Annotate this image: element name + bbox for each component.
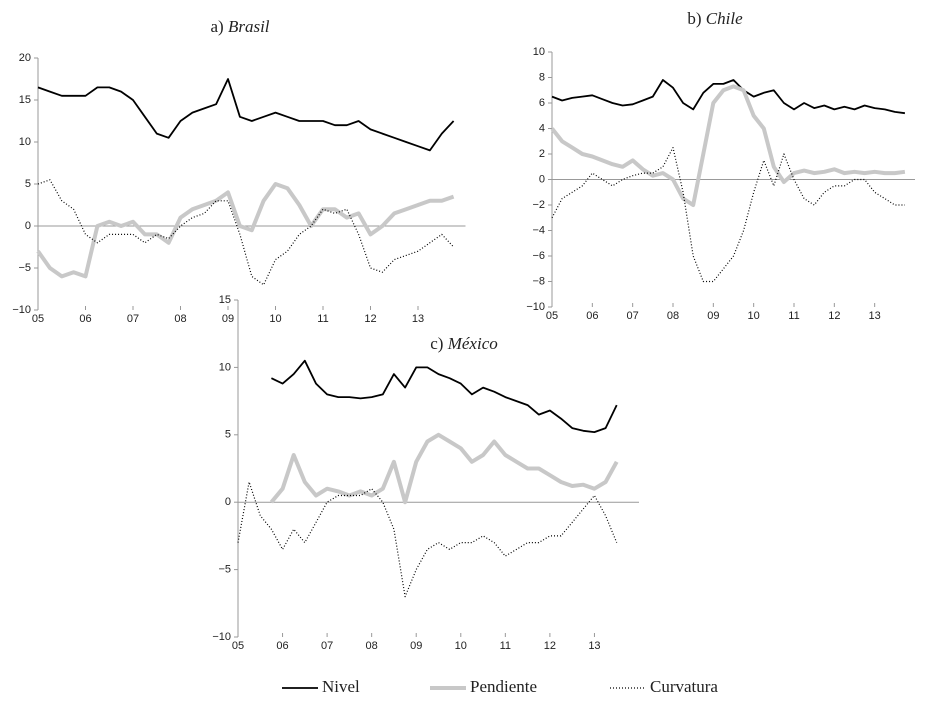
y-tick-label: 4 xyxy=(539,122,545,134)
series-line xyxy=(551,79,906,115)
series-line xyxy=(37,179,455,286)
x-tick-label: 11 xyxy=(317,313,328,325)
x-tick-label: 10 xyxy=(269,313,281,325)
y-tick-label: 5 xyxy=(225,429,231,441)
legend-label: Pendiente xyxy=(470,677,537,696)
panel-label: b) xyxy=(687,9,701,28)
y-tick-label: −10 xyxy=(212,631,231,643)
y-tick-label: −4 xyxy=(532,224,545,236)
x-tick-label: 07 xyxy=(627,310,639,322)
y-tick-label: −2 xyxy=(532,199,545,211)
x-tick-label: 09 xyxy=(410,640,422,652)
panel-label: c) xyxy=(430,334,443,353)
x-tick-label: 05 xyxy=(232,640,244,652)
x-tick-label: 08 xyxy=(174,313,186,325)
x-tick-label: 13 xyxy=(869,310,881,322)
y-tick-label: −5 xyxy=(18,262,31,274)
panel: b) Chile −10 −8 −6 −4 −2 0 2 4 6 8 10 05 06 07 08 09 10 11… xyxy=(526,9,915,322)
series-line xyxy=(550,84,906,207)
x-tick-label: 10 xyxy=(455,640,467,652)
x-tick-label: 13 xyxy=(588,640,600,652)
y-tick-label: 20 xyxy=(19,52,31,64)
y-tick-label: 8 xyxy=(539,71,545,83)
y-tick-label: −6 xyxy=(532,250,545,262)
x-tick-label: 09 xyxy=(222,313,234,325)
y-tick-label: 15 xyxy=(219,294,231,306)
series-line xyxy=(269,432,619,505)
panel-title: a) Brasil xyxy=(210,17,269,36)
series-line xyxy=(36,182,455,279)
y-tick-label: 0 xyxy=(225,496,231,508)
x-tick-label: 11 xyxy=(788,310,799,322)
panel-title: c) México xyxy=(430,334,498,353)
series-line xyxy=(237,481,618,598)
x-tick-label: 12 xyxy=(364,313,376,325)
series-line xyxy=(271,359,618,433)
y-tick-label: 10 xyxy=(19,136,31,148)
x-tick-label: 13 xyxy=(412,313,424,325)
series-line xyxy=(551,147,905,283)
x-tick-label: 10 xyxy=(748,310,760,322)
x-tick-label: 08 xyxy=(667,310,679,322)
panel-name: México xyxy=(447,334,498,353)
x-tick-label: 06 xyxy=(586,310,598,322)
y-tick-label: −8 xyxy=(532,275,545,287)
legend: Nivel Pendiente Curvatura xyxy=(282,677,718,696)
x-tick-label: 12 xyxy=(544,640,556,652)
x-tick-label: 07 xyxy=(321,640,333,652)
x-tick-label: 11 xyxy=(500,640,511,652)
x-tick-label: 08 xyxy=(366,640,378,652)
x-tick-label: 06 xyxy=(79,313,91,325)
x-tick-label: 07 xyxy=(127,313,139,325)
y-tick-label: 6 xyxy=(539,97,545,109)
x-tick-label: 05 xyxy=(32,313,44,325)
y-tick-label: −10 xyxy=(526,301,545,313)
series-line xyxy=(37,78,455,152)
y-tick-label: 10 xyxy=(533,46,545,58)
panel-label: a) xyxy=(210,17,223,36)
y-tick-label: −5 xyxy=(218,564,231,576)
legend-label: Nivel xyxy=(322,677,360,696)
x-tick-label: 06 xyxy=(276,640,288,652)
legend-label: Curvatura xyxy=(650,677,718,696)
y-tick-label: 15 xyxy=(19,94,31,106)
y-tick-label: 5 xyxy=(25,178,31,190)
x-tick-label: 12 xyxy=(828,310,840,322)
y-tick-label: −10 xyxy=(12,304,31,316)
panel-name: Chile xyxy=(706,9,743,28)
y-tick-label: 0 xyxy=(539,173,545,185)
y-tick-label: 0 xyxy=(25,220,31,232)
y-tick-label: 2 xyxy=(539,148,545,160)
panel-name: Brasil xyxy=(228,17,270,36)
x-tick-label: 05 xyxy=(546,310,558,322)
x-tick-label: 09 xyxy=(707,310,719,322)
panel-title: b) Chile xyxy=(687,9,743,28)
y-tick-label: 10 xyxy=(219,361,231,373)
